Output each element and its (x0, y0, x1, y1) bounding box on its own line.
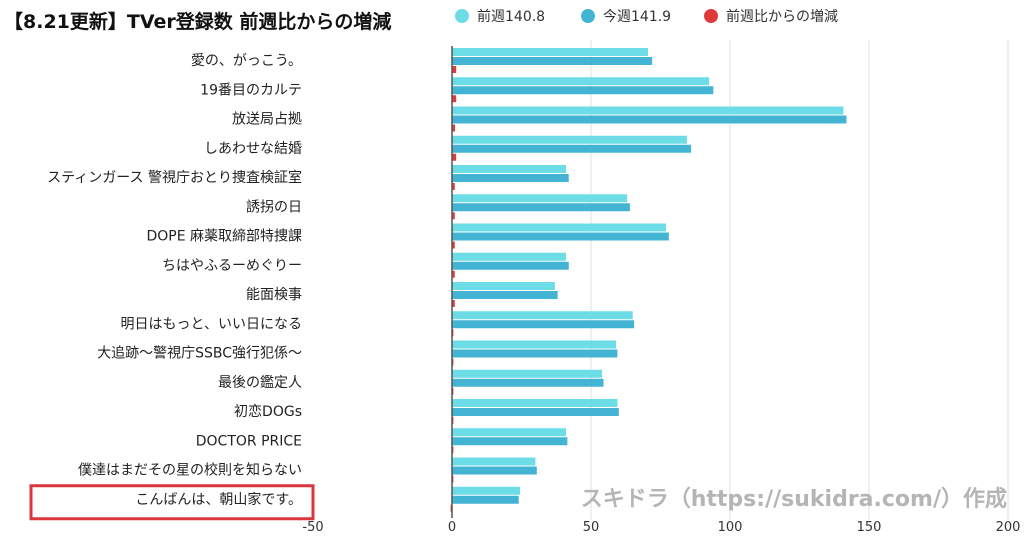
x-tick-label: -50 (302, 520, 323, 535)
category-label: ちはやふるーめぐりー (162, 258, 302, 274)
bar-2-11 (452, 349, 618, 358)
x-tick-label: 100 (718, 520, 743, 535)
x-tick-label: 200 (996, 520, 1021, 535)
category-label: スティンガース 警視庁おとり捜査検証室 (47, 169, 302, 186)
bar-1-14 (452, 428, 566, 437)
category-label: 初恋DOGs (234, 403, 302, 420)
bar-1-15 (452, 457, 536, 466)
bar-2-7 (452, 232, 669, 241)
bar-3-9 (452, 300, 455, 307)
category-label: 愛の、がっこう。 (191, 53, 302, 69)
bar-1-11 (452, 340, 617, 349)
bar-2-14 (452, 437, 568, 446)
legend-marker-3 (704, 9, 718, 23)
x-tick-labels: -50 0 50 100 150 200 (302, 520, 1020, 535)
legend-marker-1 (455, 9, 469, 23)
bar-1-16 (452, 486, 521, 495)
bar-2-6 (452, 203, 630, 212)
bar-2-3 (452, 115, 847, 124)
category-label: 明日はもっと、いい日になる (121, 316, 302, 332)
category-label: DOCTOR PRICE (196, 433, 302, 449)
bar-2-9 (452, 291, 558, 299)
x-tick-label: 0 (448, 520, 456, 535)
bar-1-2 (452, 77, 710, 86)
category-label: 能面検事 (246, 287, 302, 303)
bar-3-3 (452, 124, 456, 132)
bar-2-5 (452, 174, 569, 182)
bar-2-4 (452, 144, 692, 153)
bar-1-4 (452, 135, 687, 144)
category-label: 僕達はまだその星の校則を知らない (78, 462, 302, 479)
category-label: 最後の鑑定人 (218, 374, 302, 391)
bar-1-8 (452, 252, 566, 261)
bar-1-10 (452, 311, 633, 320)
bar-1-12 (452, 369, 603, 378)
x-tick-label: 150 (857, 520, 882, 535)
bars (450, 48, 847, 512)
category-label: DOPE 麻薬取締部特捜課 (146, 228, 302, 245)
category-label: 大追跡～警視庁SSBC強行犯係～ (97, 346, 302, 362)
bar-2-1 (452, 57, 653, 65)
category-label: 放送局占拠 (232, 112, 302, 128)
bar-1-1 (452, 48, 648, 56)
x-tick-label: 50 (583, 520, 600, 535)
bar-3-1 (452, 66, 457, 73)
legend: 前週140.8 今週141.9 前週比からの増減 (455, 8, 838, 25)
bar-3-2 (452, 95, 457, 103)
bar-3-5 (452, 183, 455, 190)
bar-1-6 (452, 194, 628, 203)
bar-1-5 (452, 165, 566, 173)
bar-2-10 (452, 320, 635, 329)
bar-1-7 (452, 223, 667, 232)
bar-2-16 (452, 495, 519, 504)
bar-3-6 (452, 212, 455, 220)
legend-label-3: 前週比からの増減 (726, 8, 838, 25)
category-label: 誘拐の日 (246, 199, 302, 215)
bar-3-7 (452, 241, 455, 249)
highlight-box (29, 484, 315, 521)
category-label: こんばんは、朝山家です。 (135, 491, 302, 508)
legend-label-2: 今週141.9 (603, 9, 671, 25)
bar-1-13 (452, 399, 618, 407)
category-label: しあわせな結婚 (204, 141, 302, 157)
bar-2-15 (452, 466, 537, 475)
bar-2-2 (452, 86, 714, 95)
watermark: スキドラ（https://sukidra.com/）作成 (581, 487, 1007, 512)
bar-3-4 (452, 153, 457, 161)
bar-2-12 (452, 378, 604, 387)
bar-2-8 (452, 261, 569, 270)
bar-3-8 (452, 270, 455, 278)
bar-1-9 (452, 282, 555, 290)
bar-2-13 (452, 408, 619, 416)
chart-title: 【8.21更新】TVer登録数 前週比からの増減 (4, 10, 391, 33)
legend-marker-2 (581, 9, 595, 23)
legend-label-1: 前週140.8 (477, 8, 545, 25)
category-label: 19番目のカルテ (200, 82, 302, 98)
bar-1-3 (452, 106, 844, 115)
